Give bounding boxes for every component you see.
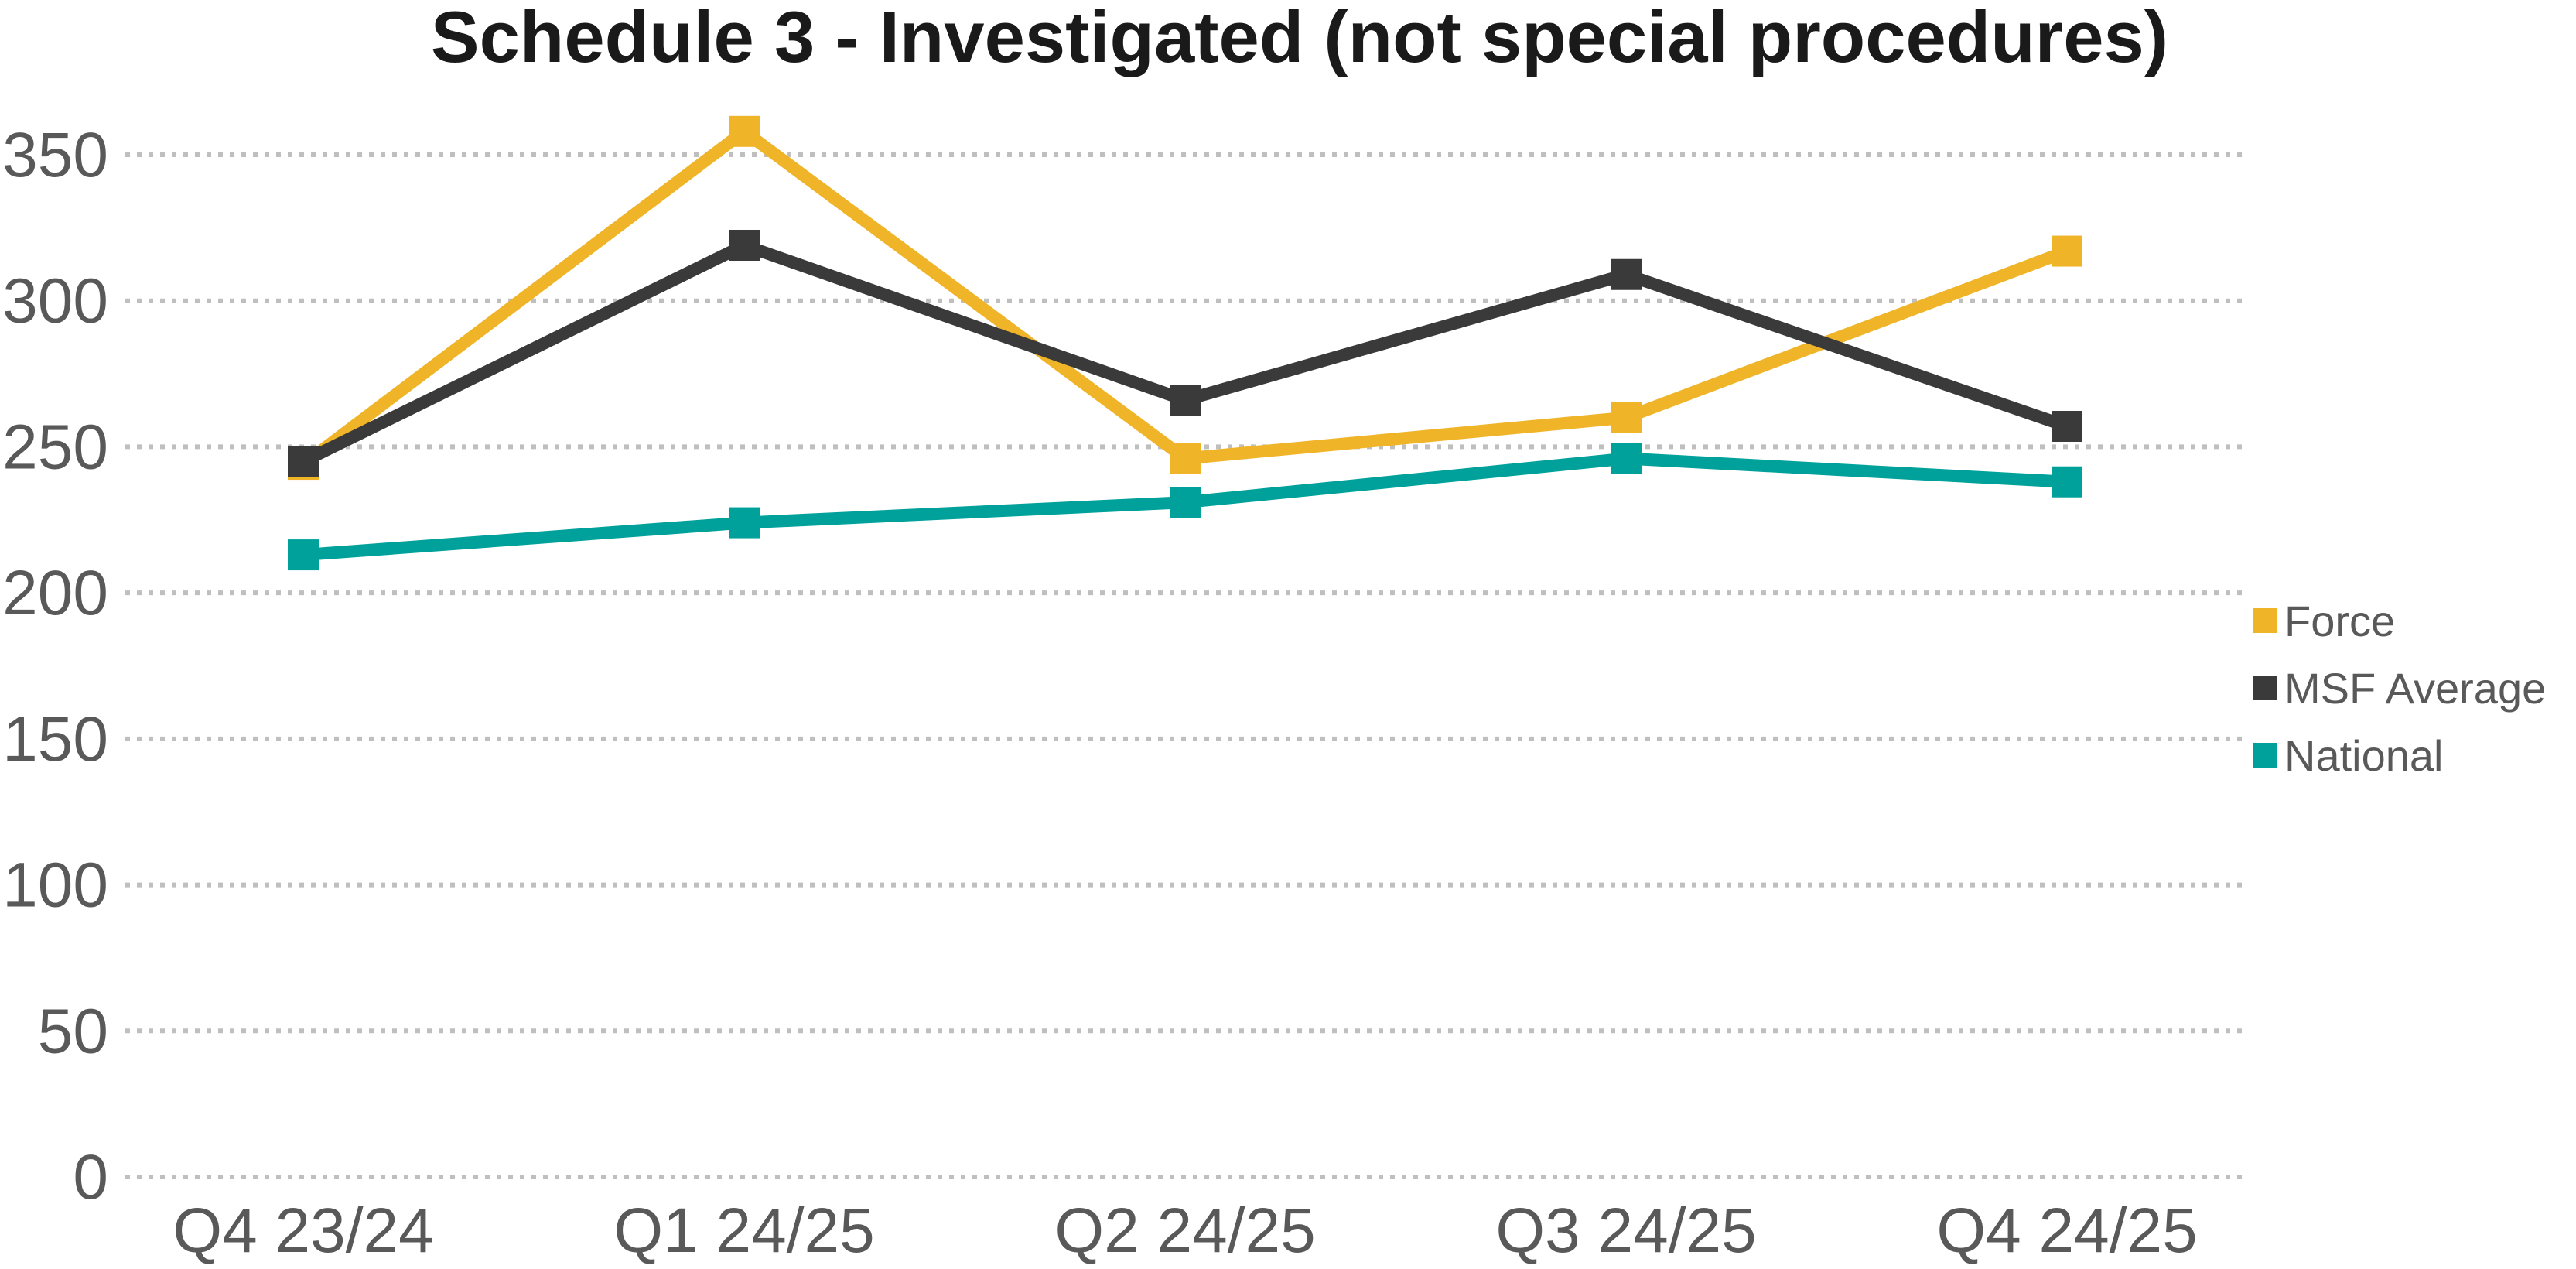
series-lines bbox=[288, 115, 2082, 571]
data-point-marker bbox=[288, 539, 319, 571]
series-msf-average bbox=[288, 230, 2082, 477]
data-point-marker bbox=[1170, 443, 1201, 474]
series-force bbox=[288, 115, 2082, 481]
legend-swatch bbox=[2253, 676, 2277, 700]
legend-item: MSF Average bbox=[2253, 664, 2546, 713]
x-tick-label: Q3 24/25 bbox=[1495, 1195, 1756, 1266]
legend-label: MSF Average bbox=[2284, 664, 2546, 713]
legend-item: Force bbox=[2253, 597, 2395, 645]
x-tick-label: Q1 24/25 bbox=[613, 1195, 874, 1266]
legend-label: Force bbox=[2284, 597, 2395, 645]
gridlines bbox=[125, 152, 2243, 1179]
x-axis-ticks: Q4 23/24 Q1 24/25 Q2 24/25 Q3 24/25 Q4 24/25 bbox=[173, 1195, 2197, 1266]
chart-title: Schedule 3 - Investigated (not special p… bbox=[431, 0, 2168, 77]
legend-swatch bbox=[2253, 608, 2277, 633]
y-tick-label: 0 bbox=[73, 1142, 108, 1213]
data-point-marker bbox=[729, 507, 760, 539]
y-tick-label: 300 bbox=[2, 266, 108, 337]
data-point-marker bbox=[2052, 235, 2082, 267]
y-axis-ticks: 0 50 100 150 200 250 300 350 bbox=[2, 120, 108, 1213]
data-point-marker bbox=[1611, 402, 1642, 433]
legend: Force MSF Average National bbox=[2253, 597, 2546, 780]
x-tick-label: Q4 24/25 bbox=[1936, 1195, 2197, 1266]
y-tick-label: 50 bbox=[38, 996, 108, 1066]
y-tick-label: 100 bbox=[2, 850, 108, 921]
y-tick-label: 150 bbox=[2, 704, 108, 775]
x-tick-label: Q4 23/24 bbox=[173, 1195, 433, 1266]
y-tick-label: 350 bbox=[2, 120, 108, 190]
data-point-marker bbox=[1611, 443, 1642, 474]
data-point-marker bbox=[729, 230, 760, 262]
x-tick-label: Q2 24/25 bbox=[1054, 1195, 1315, 1266]
data-point-marker bbox=[2052, 411, 2082, 443]
y-tick-label: 250 bbox=[2, 412, 108, 482]
legend-item: National bbox=[2253, 731, 2443, 780]
data-point-marker bbox=[729, 115, 760, 147]
data-point-marker bbox=[1170, 385, 1201, 416]
legend-label: National bbox=[2284, 731, 2443, 780]
legend-swatch bbox=[2253, 743, 2277, 768]
y-tick-label: 200 bbox=[2, 558, 108, 628]
data-point-marker bbox=[1170, 487, 1201, 518]
data-point-marker bbox=[288, 446, 319, 477]
data-point-marker bbox=[1611, 258, 1642, 290]
series-national bbox=[288, 443, 2082, 571]
data-point-marker bbox=[2052, 466, 2082, 498]
